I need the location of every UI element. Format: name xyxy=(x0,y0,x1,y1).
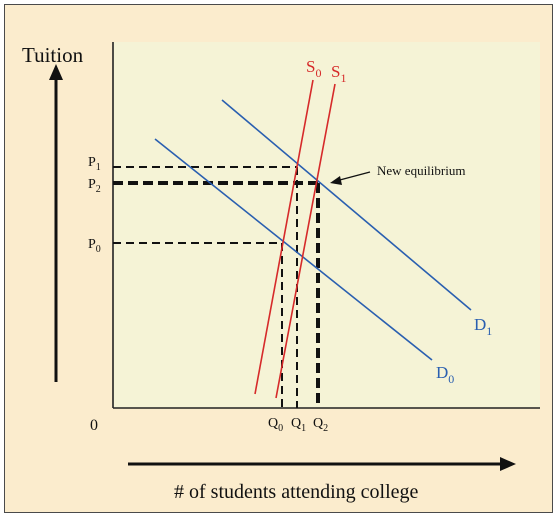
students-arrow-head xyxy=(500,457,516,471)
plot-area xyxy=(113,42,540,408)
label-s0: S0 xyxy=(306,57,321,80)
label-d1: D1 xyxy=(474,315,492,338)
tick-p2: P2 xyxy=(88,177,101,195)
tick-p1: P1 xyxy=(88,155,101,173)
demand-curve-d1 xyxy=(221,99,472,311)
y-axis-label: Tuition xyxy=(22,43,84,67)
demand-curve-d0 xyxy=(154,138,433,361)
tick-q0: Q0 xyxy=(268,416,283,434)
label-d0: D0 xyxy=(436,363,454,386)
supply-curve-s0 xyxy=(254,79,314,395)
label-s1: S1 xyxy=(331,62,346,85)
annotation-arrow-head xyxy=(330,176,342,185)
tick-q1: Q1 xyxy=(291,416,306,434)
tick-p0: P0 xyxy=(88,237,101,255)
supply-curve-s1 xyxy=(275,83,336,399)
tuition-arrow-head xyxy=(49,64,63,80)
x-axis-label: # of students attending college xyxy=(174,481,419,503)
origin-label: 0 xyxy=(90,417,98,434)
annotation-arrow-shaft xyxy=(335,171,371,182)
tick-q2: Q2 xyxy=(313,416,328,434)
new-equilibrium-label: New equilibrium xyxy=(377,163,465,178)
